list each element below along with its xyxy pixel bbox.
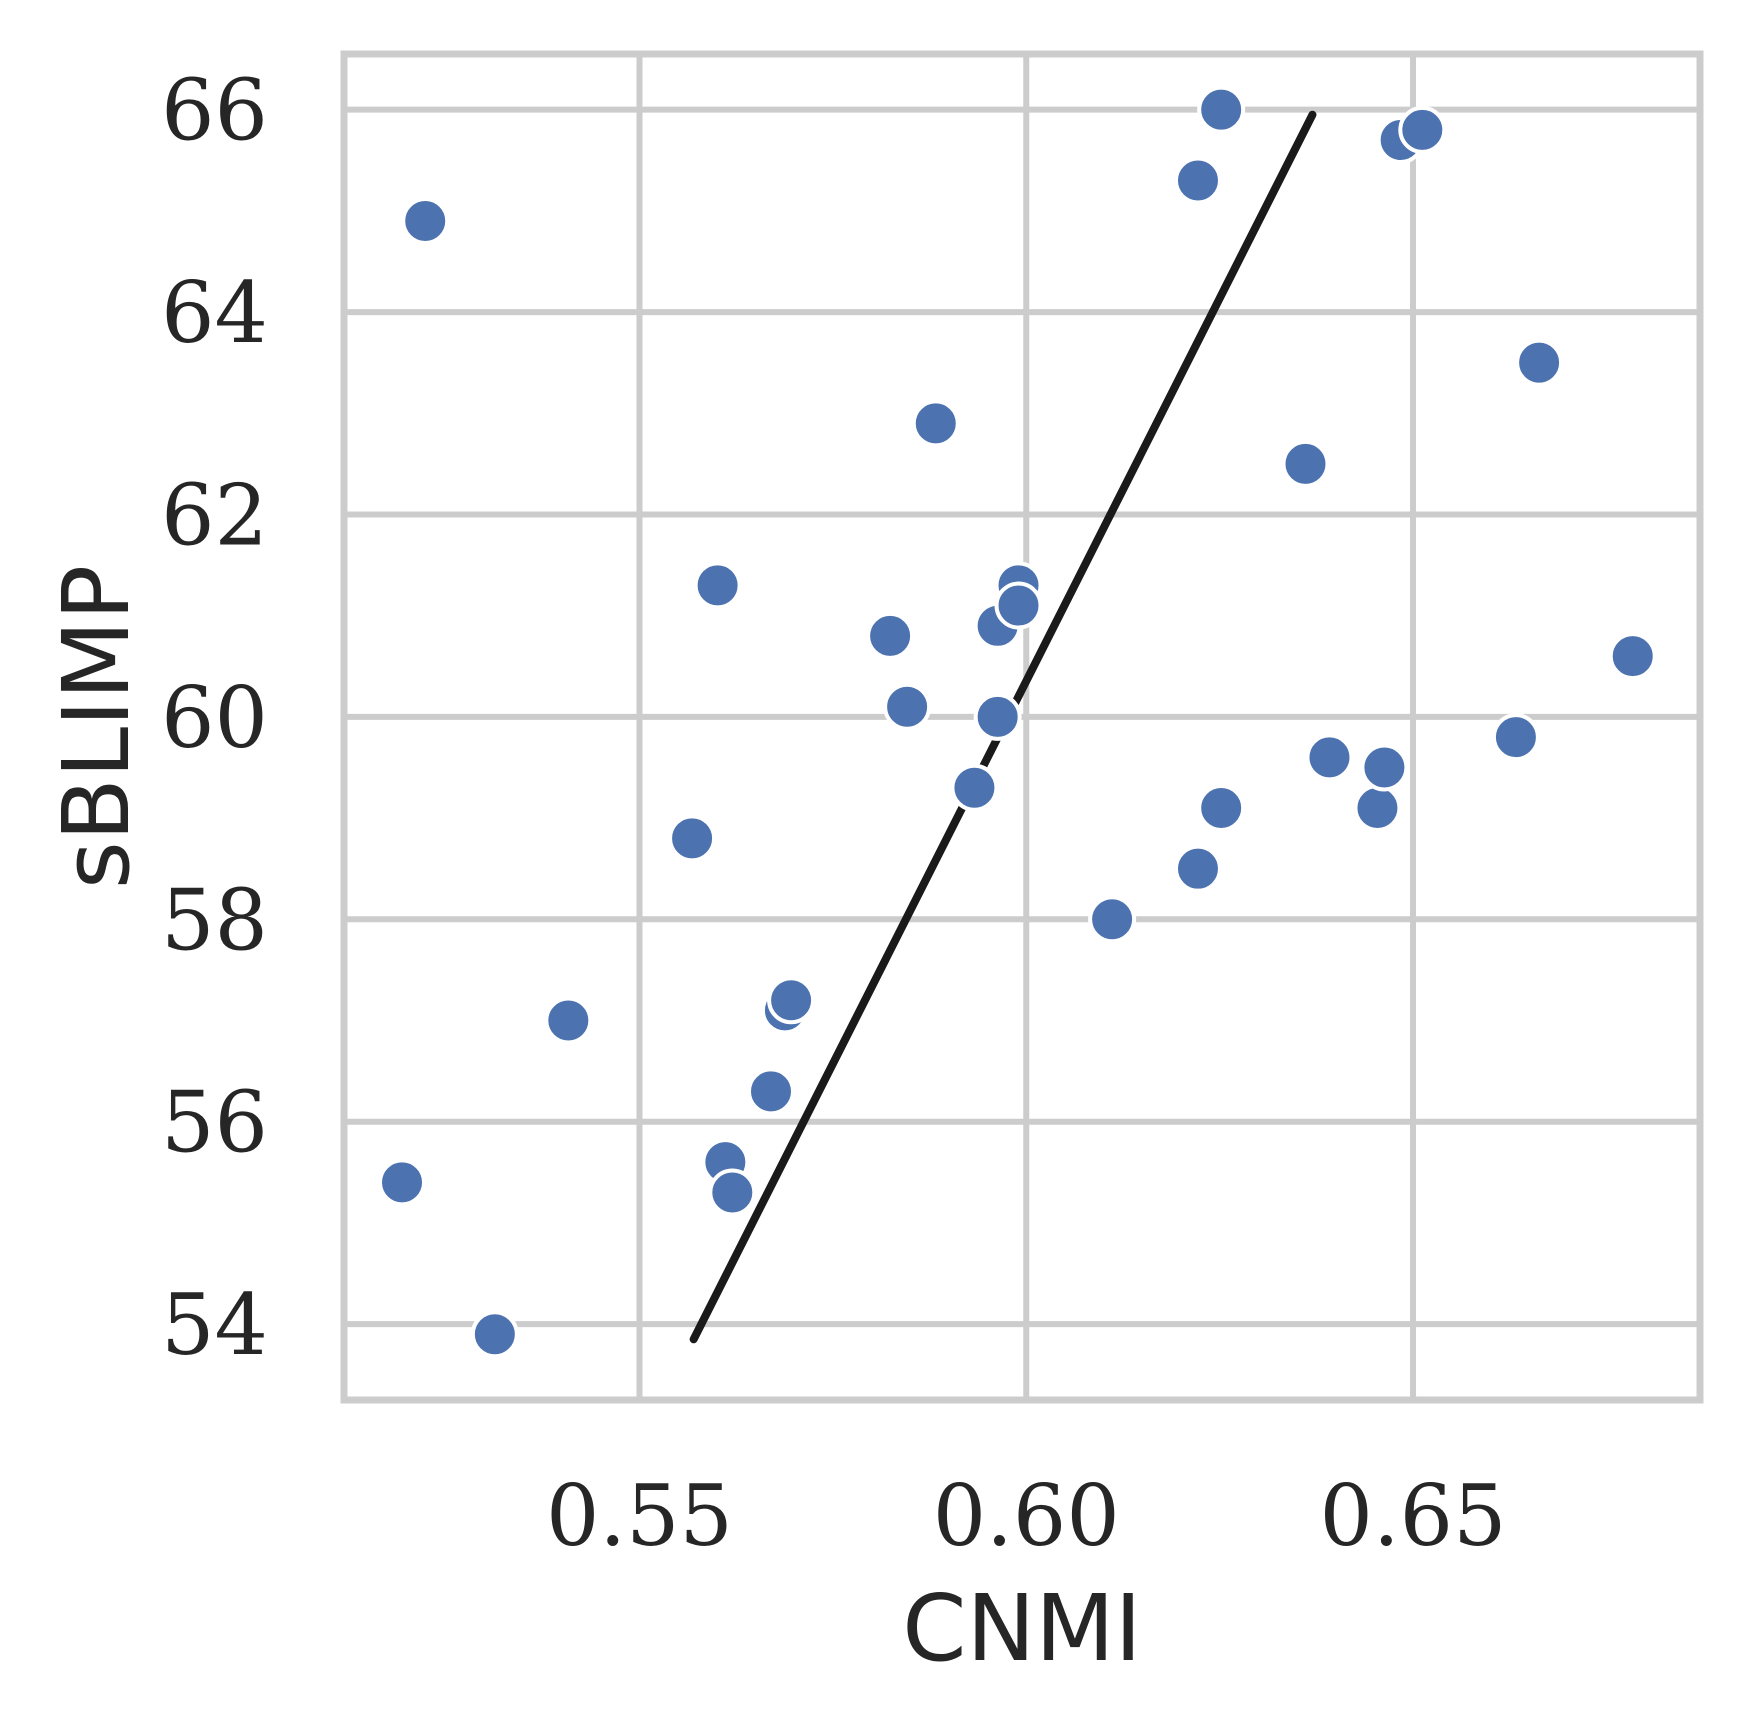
data-point-12 (883, 682, 932, 731)
data-point-20 (1173, 844, 1222, 893)
data-point-10 (767, 976, 816, 1025)
data-point-26 (1353, 783, 1402, 832)
y-tick-label-3: 60 (161, 669, 268, 767)
data-point-32 (1608, 632, 1657, 681)
y-tick-label-4: 62 (161, 466, 268, 564)
y-tick-labels: 54 56 58 60 62 64 66 (161, 62, 268, 1374)
data-point-29 (1398, 105, 1447, 154)
y-tick-label-6: 66 (161, 62, 268, 160)
data-point-11 (866, 611, 915, 660)
data-point-21 (1173, 156, 1222, 205)
data-point-1 (378, 1158, 427, 1207)
data-point-22 (1197, 783, 1246, 832)
x-tick-label-1: 0.60 (933, 1467, 1120, 1565)
data-point-14 (950, 763, 999, 812)
x-tick-label-0: 0.55 (546, 1467, 733, 1565)
x-tick-label-2: 0.65 (1320, 1467, 1507, 1565)
data-point-5 (693, 561, 742, 610)
y-tick-label-1: 56 (161, 1074, 268, 1172)
data-point-8 (746, 1067, 795, 1116)
data-point-13 (911, 399, 960, 448)
x-tick-labels: 0.55 0.60 0.65 (546, 1467, 1507, 1565)
y-tick-label-5: 64 (161, 264, 268, 362)
data-point-18 (994, 581, 1043, 630)
data-point-15 (973, 692, 1022, 741)
data-point-2 (470, 1310, 519, 1359)
data-point-24 (1281, 439, 1330, 488)
y-tick-label-0: 54 (161, 1276, 268, 1374)
data-point-19 (1088, 895, 1137, 944)
data-point-4 (668, 814, 717, 863)
data-point-3 (544, 996, 593, 1045)
data-point-0 (401, 196, 450, 245)
data-point-31 (1515, 338, 1564, 387)
data-points (378, 85, 1657, 1359)
x-gridlines (636, 54, 1417, 1400)
data-point-27 (1360, 743, 1409, 792)
data-point-25 (1305, 733, 1354, 782)
data-point-23 (1197, 85, 1246, 134)
y-axis-label: sBLIMP (43, 565, 150, 889)
y-tick-label-2: 58 (161, 871, 268, 969)
plot-frame (340, 50, 1704, 1404)
x-axis-label: CNMI (902, 1575, 1142, 1682)
data-point-30 (1491, 713, 1540, 762)
data-point-7 (708, 1168, 757, 1217)
y-gridlines (344, 106, 1700, 1328)
